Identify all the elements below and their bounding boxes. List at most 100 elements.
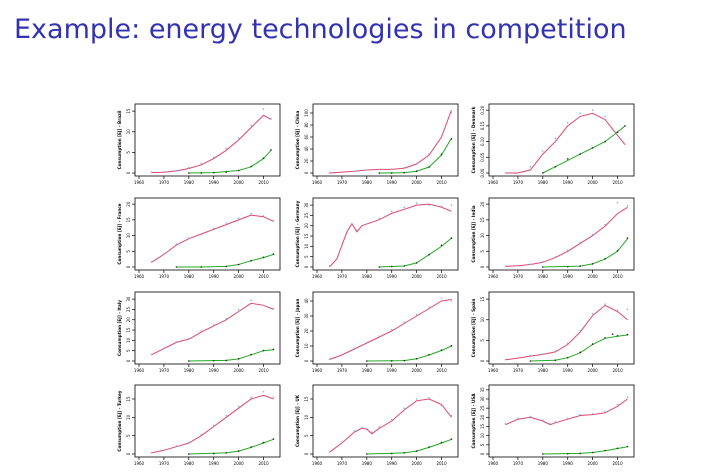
x-tick-label: 1960 — [134, 461, 145, 466]
data-point — [616, 309, 619, 312]
data-point-2 — [272, 438, 275, 440]
x-tick-label: 1970 — [513, 274, 524, 279]
data-point — [415, 398, 418, 400]
data-point — [328, 451, 331, 453]
data-point — [328, 265, 331, 267]
plot-frame — [488, 103, 635, 177]
x-tick-label: 2000 — [588, 180, 599, 185]
data-point-2 — [604, 337, 606, 339]
data-point — [237, 405, 240, 408]
y-tick-label: 15 — [480, 217, 485, 223]
x-tick-label: 1970 — [337, 461, 348, 466]
data-point — [200, 233, 203, 236]
fit-line — [151, 114, 272, 174]
data-point — [428, 204, 430, 206]
data-point — [542, 260, 544, 263]
chart-panel: 0 5 10 15 1960 1970 1980 1990 2000 2010 Consumptio… — [295, 384, 459, 466]
data-point — [378, 335, 381, 338]
data-point — [403, 166, 406, 169]
x-tick-label: 1990 — [387, 368, 398, 373]
data-point-2 — [566, 453, 569, 455]
data-point — [150, 260, 153, 263]
data-point-2 — [450, 344, 453, 347]
y-tick-label: 0 — [480, 452, 485, 455]
data-point-2 — [626, 237, 629, 239]
y-tick-label: 0.20 — [480, 105, 485, 114]
x-tick-label: 2010 — [258, 180, 269, 185]
y-tick-label: 0 — [126, 171, 131, 174]
y-tick-label: 10 — [126, 337, 131, 343]
data-point-2 — [626, 445, 629, 448]
data-point-2 — [262, 349, 265, 352]
y-tick-label: 25 — [126, 306, 131, 312]
chart-panel: 0 5 10 15 1960 1970 1980 1990 2000 2010 Consumptio… — [117, 384, 281, 466]
fit-line — [505, 206, 628, 267]
data-point — [504, 423, 507, 425]
x-tick-label: 1960 — [134, 368, 145, 373]
chart-panel: 0 10 20 30 40 1960 1970 1980 1990 2000 2010 Consump… — [295, 291, 459, 373]
data-point — [366, 222, 368, 225]
chart-panel: 0 5 10 15 1960 1970 1980 1990 2000 2010 Consumptio… — [471, 291, 635, 373]
fit-line-2 — [530, 334, 628, 362]
y-tick-label: 0 — [126, 265, 131, 268]
data-point-2 — [250, 165, 252, 168]
fit-line — [151, 302, 274, 356]
y-tick-label: 5 — [126, 434, 131, 437]
data-point — [250, 299, 252, 302]
data-point-2 — [415, 450, 418, 452]
fit-line — [329, 299, 452, 360]
plot-frame — [488, 291, 635, 365]
y-tick-label: 10 — [480, 317, 485, 323]
x-tick-label: 1970 — [159, 274, 170, 279]
data-point — [591, 412, 594, 415]
y-axis-label: Consumption [EJ] - France — [117, 203, 122, 264]
y-axis-label: Consumption [EJ] - China — [295, 110, 300, 169]
x-tick-label: 1990 — [387, 274, 398, 279]
x-tick-label: 1980 — [538, 274, 549, 279]
data-point — [579, 241, 581, 244]
data-point — [428, 153, 430, 155]
y-tick-label: 10 — [304, 243, 309, 249]
x-tick-label: 1970 — [513, 368, 524, 373]
data-point — [237, 217, 240, 220]
x-tick-label: 1980 — [362, 461, 373, 466]
x-tick-label: 1990 — [563, 461, 574, 466]
fit-line-2 — [176, 253, 274, 268]
y-tick-label: 80 — [304, 122, 309, 128]
x-tick-label: 1970 — [159, 461, 170, 466]
data-point-2 — [250, 353, 252, 356]
x-tick-label: 2000 — [234, 274, 245, 279]
data-point — [378, 426, 381, 428]
fit-line — [329, 398, 452, 453]
data-point — [626, 396, 629, 399]
data-point-2 — [428, 253, 430, 256]
data-point — [250, 124, 252, 127]
x-tick-label: 2010 — [436, 274, 447, 279]
data-point — [250, 212, 252, 215]
data-point — [626, 204, 629, 207]
data-point-2 — [579, 452, 581, 455]
x-tick-label: 1970 — [159, 180, 170, 185]
y-tick-label: 0 — [304, 171, 309, 174]
y-tick-label: 0.10 — [480, 137, 485, 146]
data-point — [440, 297, 443, 299]
x-tick-label: 1990 — [387, 180, 398, 185]
y-tick-label: 30 — [126, 296, 131, 302]
data-point — [175, 445, 178, 447]
fit-line-2 — [379, 237, 452, 268]
y-axis-label: Consumption [EJ] - Japan — [295, 299, 300, 358]
data-point — [150, 171, 153, 173]
data-point-2 — [450, 237, 453, 239]
data-point-2 — [415, 262, 418, 264]
x-tick-label: 1980 — [184, 368, 195, 373]
data-point-2 — [440, 441, 443, 444]
x-tick-label: 1960 — [312, 368, 323, 373]
y-axis-label: Consumption [EJ] - UK — [295, 394, 300, 447]
fit-line-2 — [188, 149, 272, 174]
data-point-2 — [440, 244, 443, 247]
chart-panel: 0.00 0.05 0.10 0.15 0.20 1960 1970 1980 1990 2000… — [471, 103, 635, 185]
y-tick-label: 0 — [304, 452, 309, 455]
x-tick-label: 2010 — [258, 461, 269, 466]
data-point — [366, 169, 368, 171]
